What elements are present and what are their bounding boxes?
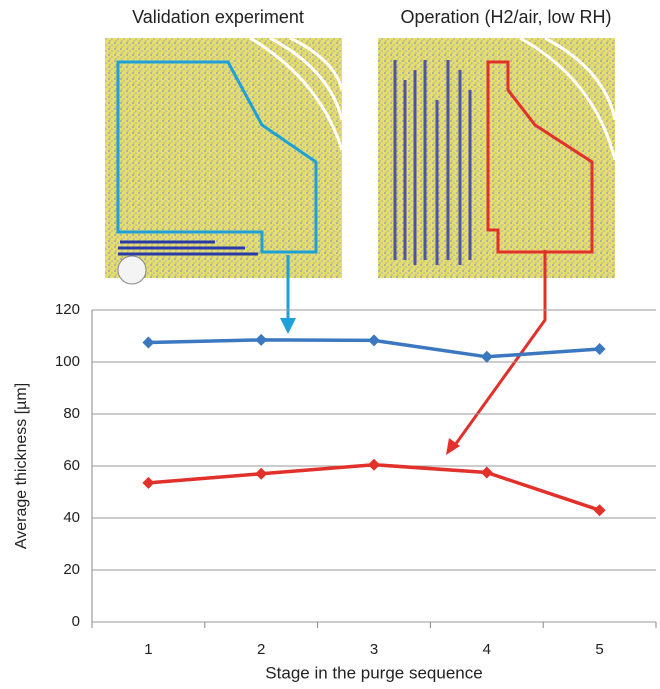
image-validation	[105, 36, 344, 285]
data-point	[255, 333, 268, 346]
x-axis-label: Stage in the purge sequence	[265, 663, 482, 682]
y-tick-label: 60	[63, 457, 80, 474]
data-point	[255, 467, 268, 480]
data-point	[480, 466, 493, 479]
image-operation	[378, 36, 617, 278]
x-tick-label: 2	[257, 641, 265, 658]
y-tick-label: 80	[63, 405, 80, 422]
x-tick-label: 1	[144, 641, 152, 658]
x-tick-label: 3	[370, 641, 378, 658]
data-point	[593, 343, 606, 355]
data-point	[368, 458, 380, 471]
y-tick-label: 120	[55, 301, 80, 318]
y-tick-label: 0	[72, 613, 80, 630]
data-point	[142, 476, 155, 489]
arrows	[280, 250, 547, 455]
panel-title: Validation experiment	[132, 7, 304, 27]
data-point	[368, 334, 380, 347]
y-tick-label: 40	[63, 509, 80, 526]
data-point	[142, 336, 155, 349]
data-point	[480, 350, 493, 363]
x-tick-label: 5	[595, 641, 603, 658]
data-point	[593, 504, 606, 517]
y-tick-label: 20	[63, 561, 80, 578]
x-tick-label: 4	[483, 641, 491, 658]
series-line	[148, 462, 601, 512]
panel-title: Operation (H2/air, low RH)	[400, 7, 611, 27]
y-tick-label: 100	[55, 353, 80, 370]
y-axis-label: Average thickness [µm]	[13, 383, 30, 549]
